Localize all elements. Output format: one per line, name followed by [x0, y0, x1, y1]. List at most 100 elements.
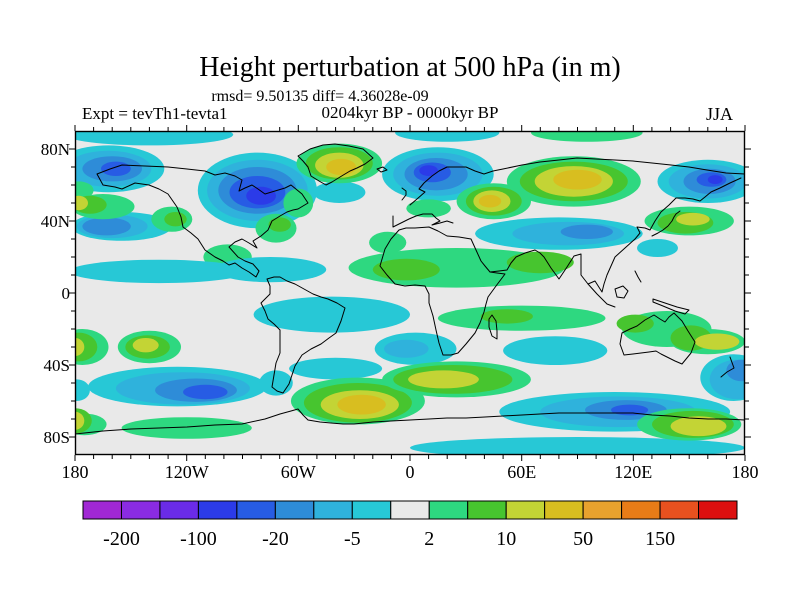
coastline-britain	[401, 187, 407, 201]
colorbar-label: 2	[424, 528, 434, 550]
contour-blob	[121, 417, 252, 439]
contour-blob	[726, 359, 745, 382]
season-label: JJA	[705, 104, 733, 124]
colorbar-cell	[544, 500, 584, 520]
contour-blob	[616, 314, 654, 333]
contour-blob	[259, 370, 293, 396]
colorbar-label: 50	[573, 528, 593, 550]
contour-blob	[268, 217, 291, 232]
contour-blob	[75, 259, 249, 284]
coastline-iceland	[376, 166, 388, 173]
contour-blob	[75, 181, 94, 200]
contour-blob	[214, 257, 327, 283]
x-tick-label: 120E	[614, 462, 652, 482]
contour-blob	[410, 437, 745, 455]
plot-frame	[74, 130, 746, 456]
contour-blob	[553, 169, 602, 190]
coastline-europe-west	[392, 213, 454, 228]
experiment-label: Expt = tevTh1-tevta1	[82, 104, 228, 123]
contour-blob	[560, 224, 613, 239]
y-tick-label: 80N	[41, 140, 70, 159]
colorbar-cell	[428, 500, 469, 520]
colorbar-cell	[120, 500, 161, 520]
plot-title: Height perturbation at 500 hPa (in m)	[199, 52, 621, 83]
coastline-borneo	[614, 285, 629, 299]
contour-blob	[246, 186, 276, 205]
contour-blob	[676, 212, 710, 226]
contour-blob	[670, 416, 727, 437]
y-tick-label: 40N	[41, 212, 70, 231]
colorbar-label: -5	[344, 528, 361, 550]
contour-blob	[506, 251, 574, 274]
x-tick-label: 60E	[507, 462, 536, 482]
coastline-south-america	[260, 276, 346, 394]
colorbar-cell	[659, 500, 700, 520]
colorbar-cell	[274, 500, 315, 520]
contour-blob	[164, 212, 187, 227]
coastlines	[75, 143, 745, 435]
coastline-greenland	[297, 143, 374, 186]
axis-ticks	[69, 125, 751, 461]
contour-blob	[326, 158, 356, 176]
coastline-eurasia-arctic	[409, 157, 745, 206]
contour-blob	[75, 131, 234, 146]
contour-blob	[419, 165, 438, 176]
colorbar-cell	[467, 500, 507, 520]
contour-blob	[531, 131, 643, 142]
contour-blob	[75, 195, 88, 211]
colorbar-cell	[505, 500, 546, 520]
coastline-new-guinea	[652, 298, 690, 315]
contour-fills	[75, 131, 745, 455]
stats-annotation: rmsd= 9.50135 diff= 4.36028e-09	[211, 88, 429, 105]
coastline-antarctica	[75, 408, 745, 435]
y-tick-label: 40S	[44, 356, 70, 375]
contour-blob	[395, 131, 500, 142]
colorbar-cell	[159, 500, 199, 520]
coastline-philippines	[634, 270, 642, 283]
coastline-japan	[651, 210, 681, 237]
colorbar-cell	[351, 500, 392, 520]
x-tick-label: 120W	[165, 462, 209, 482]
colorbar-label: -100	[180, 528, 217, 550]
x-tick-label: 60W	[281, 462, 316, 482]
colorbar-cell	[313, 500, 353, 520]
coastline-africa	[379, 226, 506, 356]
contour-blob	[369, 231, 407, 254]
period-annotation: 0204kyr BP - 0000kyr BP	[321, 103, 499, 122]
contour-blob	[480, 309, 533, 324]
colorbar: -200 -100 -20 -5 2 10 50 150	[82, 500, 738, 550]
coastline-australia	[619, 312, 696, 365]
contour-blob	[637, 239, 678, 257]
contour-blob	[337, 394, 386, 415]
contour-blob	[384, 339, 429, 358]
colorbar-label: 150	[645, 528, 675, 550]
colorbar-cell	[621, 500, 661, 520]
plot-area	[69, 125, 751, 461]
contour-blob	[478, 194, 502, 208]
colorbar-cell	[698, 500, 738, 520]
x-tick-label: 180	[62, 462, 89, 482]
coastline-sumatra-java	[587, 283, 616, 308]
coastline-madagascar	[488, 314, 498, 340]
contour-blob	[75, 338, 85, 356]
contour-blob	[75, 379, 90, 401]
contour-blob	[694, 333, 740, 350]
contour-blob	[406, 199, 451, 218]
contour-blob	[82, 217, 131, 236]
contour-blob	[101, 161, 131, 176]
contour-blob	[372, 258, 440, 281]
coastline-asia-east	[489, 177, 742, 293]
x-tick-label: 180	[732, 462, 759, 482]
contour-blob	[283, 188, 314, 218]
colorbar-cell	[197, 500, 238, 520]
colorbar-label: -200	[103, 528, 140, 550]
contour-blob	[75, 411, 85, 430]
contour-blob	[408, 370, 479, 389]
x-axis-labels: 180 120W 60W 0 60E 120E 180	[62, 462, 759, 482]
colorbar-cell	[390, 500, 430, 520]
coastline-north-america	[96, 164, 309, 278]
contour-blob	[253, 296, 410, 333]
x-tick-label: 0	[406, 462, 415, 482]
contour-blob	[132, 338, 159, 353]
